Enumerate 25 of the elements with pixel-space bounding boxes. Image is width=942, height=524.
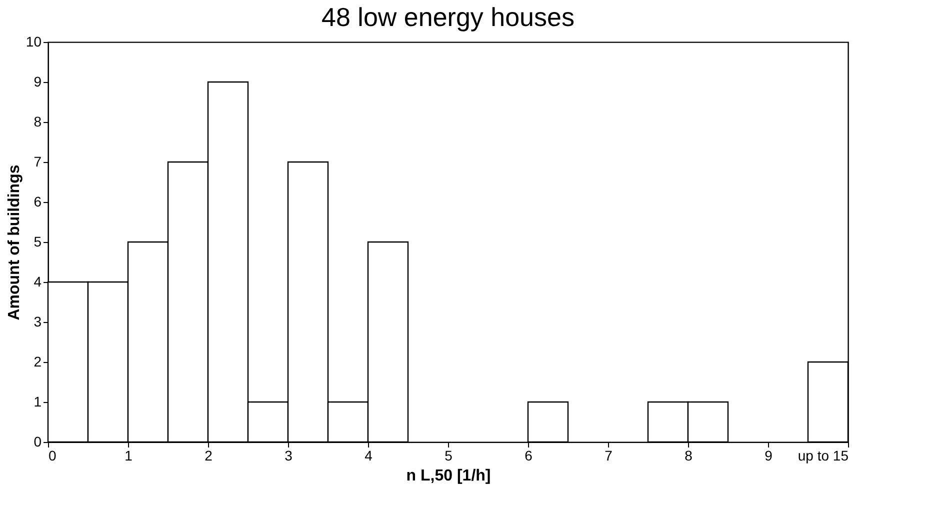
x-tick-label: 8 [684, 448, 693, 464]
y-tick-label: 8 [34, 114, 42, 130]
x-tick-label: 5 [444, 448, 453, 464]
chart-title: 48 low energy houses [322, 2, 574, 32]
y-tick-label: 7 [34, 154, 42, 170]
x-axis-title: n L,50 [1/h] [406, 468, 491, 484]
y-axis-title: Amount of buildings [6, 164, 23, 320]
x-tick-label: 1 [124, 448, 133, 464]
x-tick-label: 6 [524, 448, 533, 464]
y-tick-label: 2 [34, 354, 42, 370]
y-tick-label: 6 [34, 194, 42, 210]
x-tick-label: 0 [48, 448, 56, 464]
y-tick-label: 10 [26, 34, 42, 50]
y-tick-label: 4 [34, 274, 42, 290]
y-tick-label: 0 [34, 434, 42, 450]
y-tick-label: 3 [34, 314, 42, 330]
x-tick-label: 9 [764, 448, 773, 464]
x-tick-label: up to 15 [798, 448, 849, 464]
x-tick-label: 3 [284, 448, 293, 464]
y-tick-label: 9 [34, 74, 42, 90]
x-tick-label: 7 [604, 448, 613, 464]
x-tick-label: 4 [364, 448, 373, 464]
y-tick-label: 5 [34, 234, 42, 250]
x-tick-label: 2 [204, 448, 213, 464]
y-tick-label: 1 [34, 394, 42, 410]
